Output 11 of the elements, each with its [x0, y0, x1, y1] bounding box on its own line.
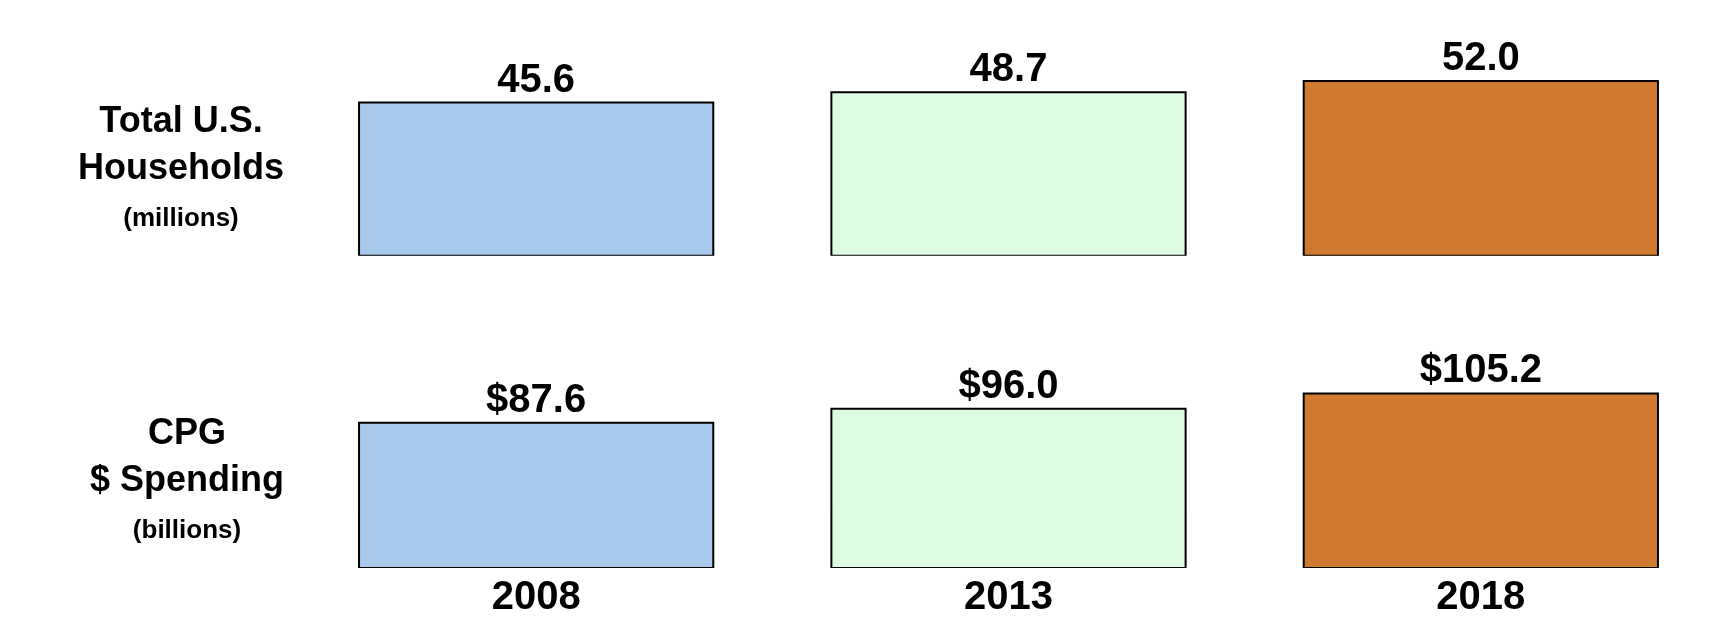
data-label: 45.6: [497, 55, 576, 100]
x-tick-label: 2018: [1436, 573, 1526, 617]
data-label: $87.6: [486, 375, 587, 420]
x-tick-label: 2008: [491, 573, 581, 617]
data-label: $96.0: [958, 361, 1059, 406]
y-axis-title: Total U.S. Households (millions): [78, 99, 285, 232]
data-label: 52.0: [1441, 34, 1520, 79]
data-label: 48.7: [969, 45, 1048, 90]
y-axis-title: CPG $ Spending (billions): [90, 411, 285, 544]
x-tick-label: 2013: [964, 573, 1053, 617]
data-label: $105.2: [1419, 346, 1543, 391]
